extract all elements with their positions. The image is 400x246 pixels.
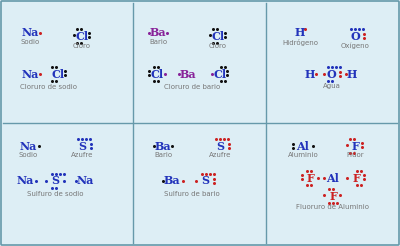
Text: H: H: [347, 68, 357, 79]
Text: S: S: [78, 140, 86, 152]
Text: Cloro: Cloro: [73, 43, 91, 49]
Text: Cl: Cl: [52, 68, 64, 79]
Text: Hidrógeno: Hidrógeno: [282, 40, 318, 46]
Text: Oxígeno: Oxígeno: [340, 43, 370, 49]
Text: Na: Na: [16, 175, 34, 186]
Text: S: S: [51, 175, 59, 186]
Text: Azufre: Azufre: [209, 152, 231, 158]
Text: Na: Na: [21, 28, 39, 39]
Text: O: O: [350, 31, 360, 42]
Text: O: O: [326, 68, 336, 79]
Text: Cloruro de bario: Cloruro de bario: [164, 84, 220, 90]
Text: Cloro: Cloro: [209, 43, 227, 49]
Text: Al: Al: [296, 140, 310, 152]
Text: Ba: Ba: [180, 68, 196, 79]
Text: Cl: Cl: [212, 31, 224, 42]
Text: Na: Na: [21, 68, 39, 79]
Text: Fluoruro de Aluminio: Fluoruro de Aluminio: [296, 204, 370, 210]
Text: Bario: Bario: [154, 152, 172, 158]
Text: Sulfuro de bario: Sulfuro de bario: [164, 191, 220, 197]
Text: Aluminio: Aluminio: [288, 152, 318, 158]
Text: Ba: Ba: [164, 175, 180, 186]
Text: Cloruro de sodio: Cloruro de sodio: [20, 84, 76, 90]
Text: Sulfuro de sodio: Sulfuro de sodio: [27, 191, 83, 197]
Text: F: F: [329, 190, 337, 201]
Text: Sodio: Sodio: [18, 152, 38, 158]
Text: Flúor: Flúor: [346, 152, 364, 158]
Text: Bario: Bario: [149, 39, 167, 45]
Text: Cl: Cl: [150, 68, 164, 79]
Text: Ba: Ba: [150, 28, 166, 39]
Text: Sodio: Sodio: [20, 39, 40, 45]
Text: Cl: Cl: [214, 68, 226, 79]
Text: S: S: [201, 175, 209, 186]
Text: Azufre: Azufre: [71, 152, 93, 158]
Text: H: H: [295, 28, 305, 39]
Text: F: F: [306, 172, 314, 184]
Text: Cl: Cl: [76, 31, 88, 42]
Text: F: F: [351, 140, 359, 152]
Text: S: S: [216, 140, 224, 152]
Text: Na: Na: [76, 175, 94, 186]
Text: F: F: [352, 172, 360, 184]
Text: Ba: Ba: [155, 140, 171, 152]
Text: Agua: Agua: [323, 83, 341, 89]
Text: H: H: [305, 68, 315, 79]
Text: Na: Na: [19, 140, 37, 152]
Text: Al: Al: [326, 172, 340, 184]
